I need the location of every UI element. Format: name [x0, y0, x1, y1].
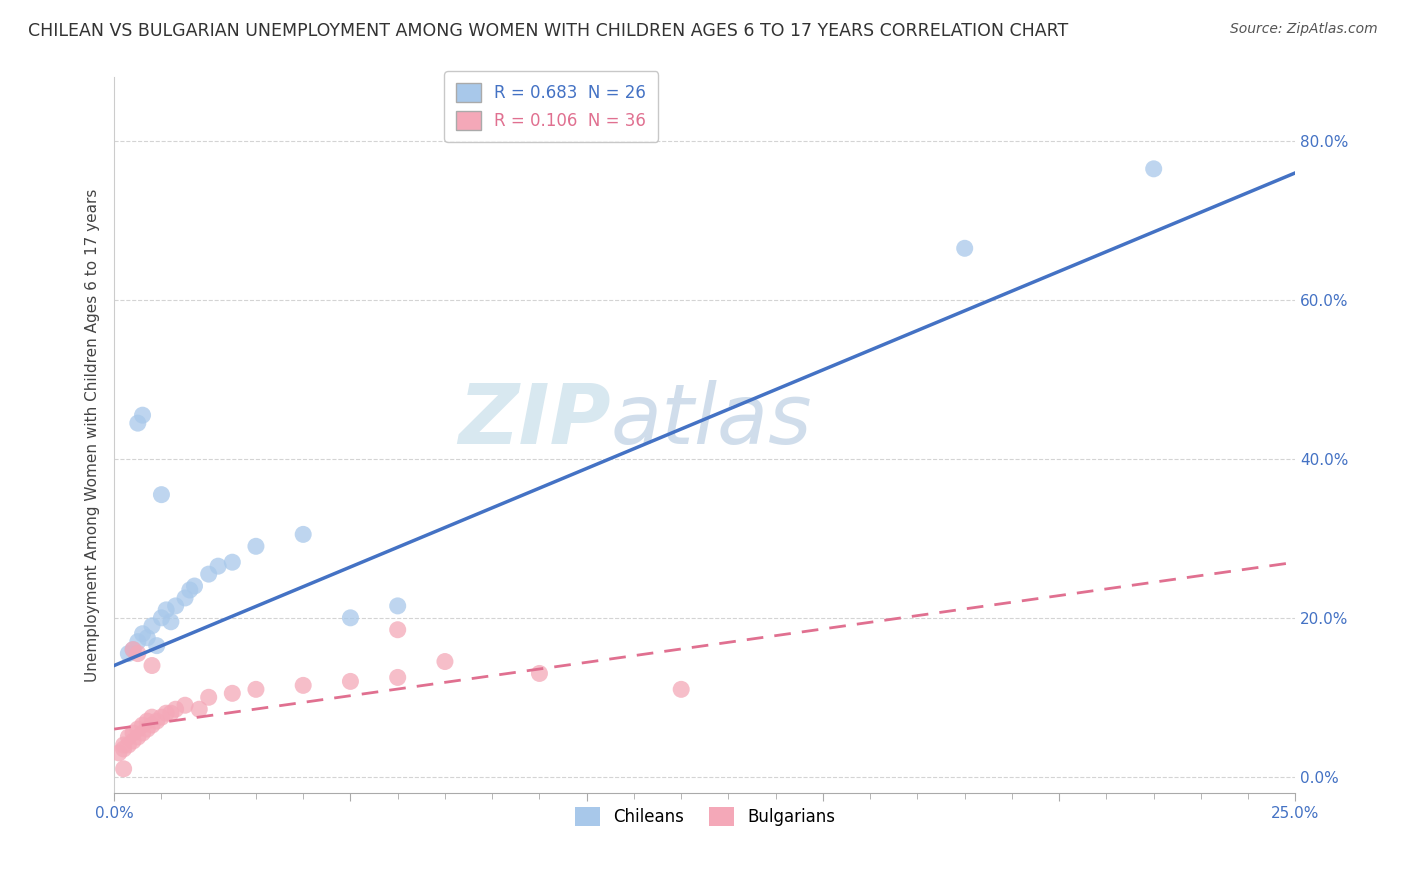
Point: [339, 674, 361, 689]
Text: atlas: atlas: [610, 380, 811, 461]
Point: [160, 706, 183, 721]
Point: [207, 559, 229, 574]
Point: [179, 582, 201, 597]
Point: [122, 734, 145, 748]
Point: [122, 642, 145, 657]
Point: [127, 730, 149, 744]
Point: [131, 718, 153, 732]
Point: [112, 738, 135, 752]
Point: [183, 579, 205, 593]
Point: [245, 539, 267, 553]
Point: [529, 666, 551, 681]
Point: [245, 682, 267, 697]
Y-axis label: Unemployment Among Women with Children Ages 6 to 17 years: Unemployment Among Women with Children A…: [86, 188, 100, 681]
Point: [150, 710, 173, 724]
Point: [155, 603, 177, 617]
Point: [188, 702, 211, 716]
Point: [145, 639, 167, 653]
Point: [387, 670, 409, 684]
Point: [221, 555, 243, 569]
Point: [953, 241, 976, 255]
Point: [141, 619, 163, 633]
Point: [150, 488, 173, 502]
Point: [160, 615, 183, 629]
Point: [117, 730, 139, 744]
Point: [174, 698, 197, 713]
Point: [131, 726, 153, 740]
Point: [127, 634, 149, 648]
Point: [122, 726, 145, 740]
Point: [165, 599, 187, 613]
Point: [136, 714, 159, 728]
Legend: Chileans, Bulgarians: Chileans, Bulgarians: [567, 798, 844, 834]
Text: CHILEAN VS BULGARIAN UNEMPLOYMENT AMONG WOMEN WITH CHILDREN AGES 6 TO 17 YEARS C: CHILEAN VS BULGARIAN UNEMPLOYMENT AMONG …: [28, 22, 1069, 40]
Point: [141, 658, 163, 673]
Text: Source: ZipAtlas.com: Source: ZipAtlas.com: [1230, 22, 1378, 37]
Point: [174, 591, 197, 605]
Text: ZIP: ZIP: [458, 380, 610, 461]
Point: [292, 678, 315, 692]
Point: [127, 722, 149, 736]
Point: [127, 647, 149, 661]
Point: [1143, 161, 1166, 176]
Point: [292, 527, 315, 541]
Point: [131, 408, 153, 422]
Point: [433, 655, 456, 669]
Point: [387, 599, 409, 613]
Point: [127, 416, 149, 430]
Point: [141, 710, 163, 724]
Point: [122, 642, 145, 657]
Point: [112, 742, 135, 756]
Point: [155, 706, 177, 721]
Point: [136, 722, 159, 736]
Point: [150, 611, 173, 625]
Point: [117, 647, 139, 661]
Point: [131, 626, 153, 640]
Point: [197, 567, 219, 582]
Point: [197, 690, 219, 705]
Point: [669, 682, 692, 697]
Point: [339, 611, 361, 625]
Point: [145, 714, 167, 728]
Point: [117, 738, 139, 752]
Point: [221, 686, 243, 700]
Point: [387, 623, 409, 637]
Point: [165, 702, 187, 716]
Point: [112, 762, 135, 776]
Point: [141, 718, 163, 732]
Point: [108, 746, 131, 760]
Point: [136, 631, 159, 645]
